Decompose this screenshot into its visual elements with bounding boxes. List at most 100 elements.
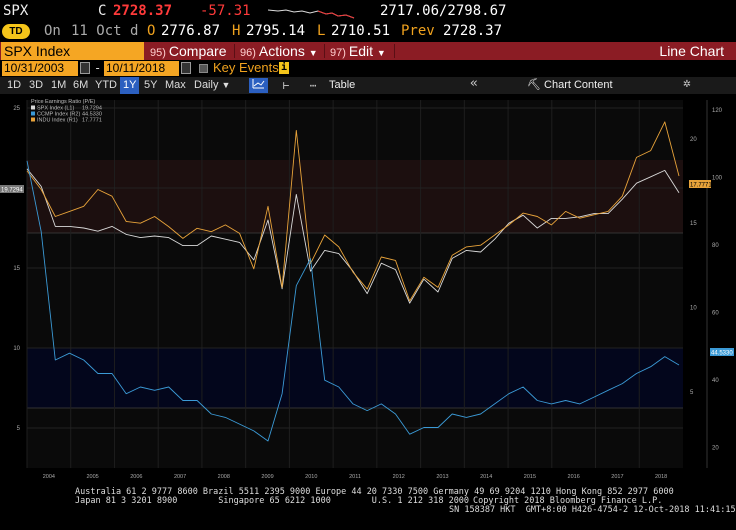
edit-button[interactable]: 97) Edit ▼ [330, 42, 386, 60]
security-field[interactable]: SPX Index [1, 42, 144, 60]
pe-ratio-chart[interactable]: 2004 2005 2006 2007 2008 2009 2010 2011 2012 2013… [0, 94, 736, 486]
annotation-tool-icon[interactable]: ⋯ [309, 79, 317, 92]
frequency-label: Daily [194, 79, 219, 91]
net-change: -57.31 [200, 3, 251, 19]
low-price: 2710.51 [331, 23, 391, 39]
actions-button[interactable]: 96) Actions ▼ [240, 42, 318, 60]
legend-swatch [31, 105, 35, 110]
right1-tick-label: 15 [690, 221, 697, 227]
indu-last-value: 17.7771 [690, 183, 712, 189]
edit-cmd: 97) [330, 47, 346, 59]
right1-tick-label: 5 [690, 390, 694, 396]
table-button[interactable]: Table [329, 79, 356, 91]
spx-last-value: 19.7294 [1, 188, 23, 194]
x-tick-label: 2016 [568, 474, 580, 480]
line-tool-icon[interactable] [249, 78, 268, 93]
end-date-input[interactable]: 10/11/2018 [104, 61, 179, 76]
chart-content-label: Chart Content [544, 79, 613, 91]
legend-label-spx: SPX Index (L1) [37, 106, 74, 112]
chevron-down-icon: ▼ [376, 48, 386, 58]
left-tick-label: 10 [13, 346, 20, 352]
ccmp-last-value: 44.5330 [711, 351, 733, 357]
frequency-dropdown[interactable]: Daily ▼ [194, 77, 230, 94]
collapse-icon[interactable]: « [470, 76, 478, 91]
calendar-icon[interactable] [181, 62, 191, 74]
sparkline-icon [268, 9, 355, 19]
chart-content-button[interactable]: ⛏ Chart Content [527, 77, 613, 94]
prev-prefix: Prev [401, 23, 435, 39]
range-max[interactable]: Max [165, 79, 186, 91]
x-tick-label: 2010 [305, 474, 317, 480]
day-range: 2717.06/2798.67 [380, 3, 507, 19]
x-tick-label: 2005 [86, 474, 98, 480]
range-ytd[interactable]: YTD [95, 79, 117, 91]
toolbar-divider [324, 44, 325, 58]
range-3d[interactable]: 3D [29, 79, 44, 91]
legend-title: Price Earnings Ratio (P/E) [31, 99, 95, 105]
spx-last-tag [0, 185, 24, 193]
prev-price: 2728.37 [443, 23, 503, 39]
low-prefix: L [317, 23, 326, 39]
high-price: 2795.14 [246, 23, 306, 39]
legend-swatch [31, 111, 35, 116]
right2-tick-label: 60 [712, 311, 719, 317]
series-line-ccmp [26, 160, 680, 442]
footer: Australia 61 2 9777 8600 Brazil 5511 239… [0, 486, 736, 530]
footer-phones-1: Australia 61 2 9777 8600 Brazil 5511 239… [75, 487, 674, 497]
legend-label-indu: INDU Index (R1) [37, 118, 78, 124]
range-bar [0, 77, 736, 94]
on-label: On [44, 23, 61, 39]
x-tick-label: 2006 [130, 474, 142, 480]
close-prefix: C [98, 3, 107, 19]
chart-tool-icon: ⛏ [527, 79, 541, 91]
chevron-down-icon: ▼ [308, 48, 318, 58]
x-tick-label: 2014 [480, 474, 492, 480]
range-1y[interactable]: 1Y [120, 77, 140, 94]
range-5y[interactable]: 5Y [144, 79, 158, 91]
last-price: 2728.37 [113, 3, 173, 19]
right1-tick-label: 20 [690, 137, 697, 143]
range-1d[interactable]: 1D [7, 79, 22, 91]
right2-tick-label: 20 [712, 446, 719, 452]
right1-tick-label: 10 [690, 306, 697, 312]
quote-date: 11 Oct d [71, 23, 139, 39]
key-events-label: Key Events [213, 60, 279, 75]
left-tick-label: 5 [17, 426, 21, 432]
x-tick-label: 2018 [655, 474, 667, 480]
footer-copyright: Copyright 2018 Bloomberg Finance L.P. [473, 496, 663, 506]
toolbar-divider [234, 44, 235, 58]
series-line-spx [26, 168, 680, 304]
open-price: 2776.87 [161, 23, 221, 39]
start-date-input[interactable]: 10/31/2003 [2, 61, 78, 76]
range-6m[interactable]: 6M [73, 79, 89, 91]
bar-tool-icon[interactable]: ⊢ [282, 79, 290, 92]
actions-cmd: 96) [240, 47, 256, 59]
compare-button[interactable]: 95) Compare [150, 42, 227, 60]
right2-tick-label: 40 [712, 378, 719, 384]
legend-value-ccmp: 44.5330 [82, 112, 102, 118]
quote-line: SPX C 2728.37 -57.31 2717.06/2798.67 [0, 0, 736, 22]
right2-tick-label: 100 [712, 176, 723, 182]
gear-icon[interactable]: ✲ [683, 76, 691, 91]
calendar-icon[interactable] [80, 62, 90, 74]
chart-type-label[interactable]: Line Chart [659, 43, 724, 59]
range-1m[interactable]: 1M [51, 79, 67, 91]
td-badge[interactable]: TD [2, 24, 30, 39]
right2-tick-label: 80 [712, 243, 719, 249]
series-line-indu [26, 121, 680, 302]
left-tick-label: 15 [13, 266, 20, 272]
footer-phones-2: Japan 81 3 3201 8900 Singapore 65 6212 1… [75, 496, 470, 506]
x-tick-label: 2013 [436, 474, 448, 480]
legend-value-spx: 19.7294 [82, 106, 102, 112]
high-prefix: H [232, 23, 241, 39]
upper-band [27, 160, 683, 233]
x-tick-label: 2015 [524, 474, 536, 480]
left-tick-label: 25 [13, 106, 20, 112]
x-tick-label: 2017 [611, 474, 623, 480]
x-tick-label: 2007 [174, 474, 186, 480]
legend-value-indu: 17.7771 [82, 118, 102, 124]
key-events-checkbox[interactable] [199, 64, 208, 73]
lower-band [27, 348, 683, 408]
info-icon[interactable]: i [279, 62, 289, 74]
chevron-down-icon: ▼ [221, 80, 231, 90]
